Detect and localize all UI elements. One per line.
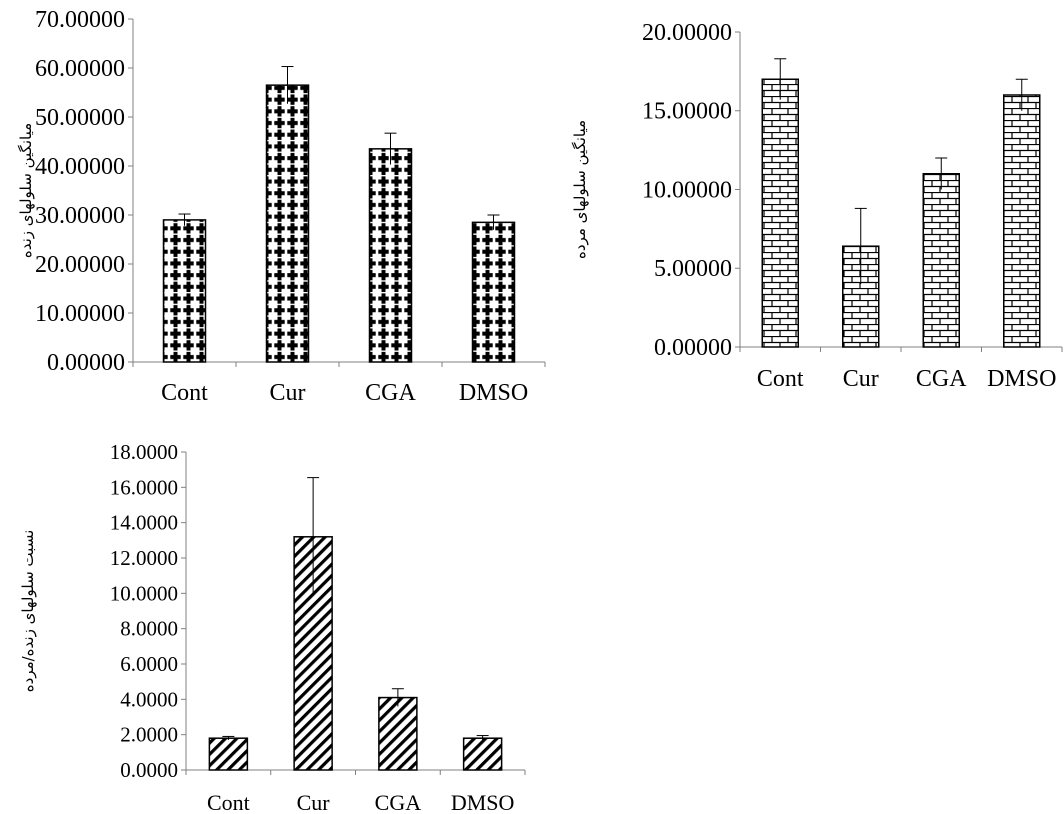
bar-cur	[265, 84, 310, 363]
y-tick-label: 16.0000	[110, 475, 178, 499]
chart-1: 0.00000 10.00000 20.00000 30.00000 40.00000 5…	[17, 7, 546, 406]
y-tick-label: 10.0000	[110, 581, 178, 605]
bar-cga	[378, 696, 418, 771]
y-tick-label: 14.0000	[110, 511, 178, 535]
y-tick-label: 5.00000	[654, 256, 732, 282]
y-tick-label: 0.00000	[654, 335, 732, 361]
y-tick-label: 15.00000	[642, 99, 732, 125]
y-axis-title: میانگین سلولهای مرده	[571, 120, 589, 259]
y-tick-label: 10.00000	[642, 177, 732, 203]
category-label-dmso: DMSO	[987, 366, 1056, 392]
category-label-cont: Cont	[161, 380, 208, 406]
category-label-cur: Cur	[843, 366, 879, 392]
bar-cont	[162, 219, 207, 363]
bar-cont	[208, 737, 249, 771]
category-label-dmso: DMSO	[459, 380, 528, 406]
category-label-dmso: DMSO	[451, 790, 515, 814]
y-tick-label: 60.00000	[35, 56, 125, 82]
y-tick-label: 8.0000	[120, 617, 178, 641]
bar-cga	[368, 148, 413, 363]
y-tick-label: 70.00000	[35, 7, 125, 33]
y-tick-label: 6.0000	[120, 652, 178, 676]
category-label-cont: Cont	[757, 366, 804, 392]
y-tick-label: 4.0000	[120, 687, 178, 711]
y-tick-label: 0.00000	[47, 350, 125, 376]
y-tick-label: 18.0000	[110, 440, 178, 464]
y-axis-title: نسبت سلولهای زنده/مرده	[19, 530, 37, 692]
bar-dmso	[1003, 94, 1041, 348]
y-tick-label: 2.0000	[120, 723, 178, 747]
chart-2: 0.00000 5.00000 10.00000 15.00000 20.00000 Co…	[571, 20, 1063, 392]
category-label-cga: CGA	[916, 366, 967, 392]
category-label-cga: CGA	[375, 790, 422, 814]
y-tick-label: 0.0000	[120, 758, 178, 782]
bar-cga	[922, 173, 960, 348]
y-tick-label: 12.0000	[110, 546, 178, 570]
bar-dmso	[462, 737, 503, 771]
chart-3: 0.0000 2.0000 4.0000 6.0000 8.0000 10.0000 12.…	[19, 440, 526, 814]
bar-dmso	[471, 221, 516, 363]
category-label-cont: Cont	[207, 790, 250, 814]
category-label-cur: Cur	[270, 380, 306, 406]
y-axis-title: میانگین سلولهای زنده	[17, 123, 35, 258]
bar-cont	[761, 78, 799, 348]
category-label-cga: CGA	[365, 380, 416, 406]
y-tick-label: 50.00000	[35, 105, 125, 131]
y-tick-label: 20.00000	[35, 252, 125, 278]
y-tick-label: 10.00000	[35, 301, 125, 327]
y-tick-label: 30.00000	[35, 203, 125, 229]
category-label-cur: Cur	[297, 790, 331, 814]
y-tick-label: 20.00000	[642, 20, 732, 46]
y-tick-label: 40.00000	[35, 154, 125, 180]
